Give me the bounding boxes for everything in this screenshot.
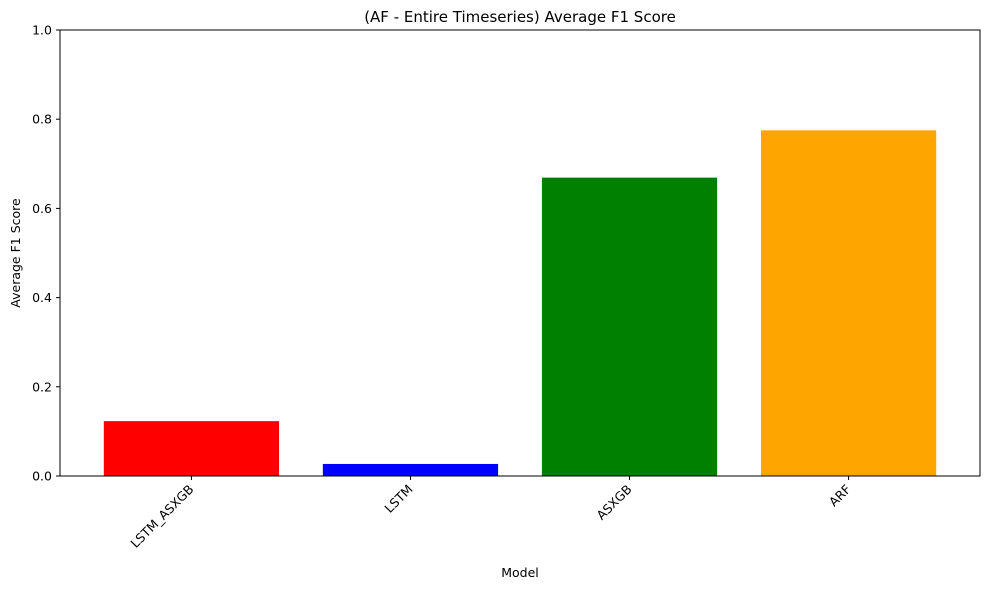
y-axis-label: Average F1 Score: [8, 198, 23, 308]
bars-group: [103, 130, 937, 476]
x-tick-label: LSTM_ASXGB: [127, 482, 196, 551]
bar-asxgb: [541, 177, 718, 476]
y-tick-label: 0.8: [32, 112, 52, 127]
y-tick-label: 1.0: [32, 23, 52, 38]
y-tick-label: 0.0: [32, 469, 52, 484]
y-tick-label: 0.4: [32, 290, 52, 305]
y-axis: 0.0 0.2 0.4 0.6 0.8 1.0: [32, 23, 60, 484]
bar-arf: [760, 130, 937, 476]
bar-lstm-asxgb: [103, 421, 280, 476]
x-tick-label: ARF: [826, 482, 854, 510]
x-axis-label: Model: [501, 565, 539, 580]
x-tick-label: ASXGB: [593, 482, 634, 523]
y-tick-label: 0.2: [32, 379, 52, 394]
x-tick-label: LSTM: [381, 482, 415, 516]
chart-title: (AF - Entire Timeseries) Average F1 Scor…: [364, 8, 676, 26]
bar-lstm: [322, 463, 499, 476]
plot-frame: [59, 29, 981, 477]
x-axis: LSTM_ASXGB LSTM ASXGB ARF: [127, 476, 854, 551]
y-tick-label: 0.6: [32, 201, 52, 216]
